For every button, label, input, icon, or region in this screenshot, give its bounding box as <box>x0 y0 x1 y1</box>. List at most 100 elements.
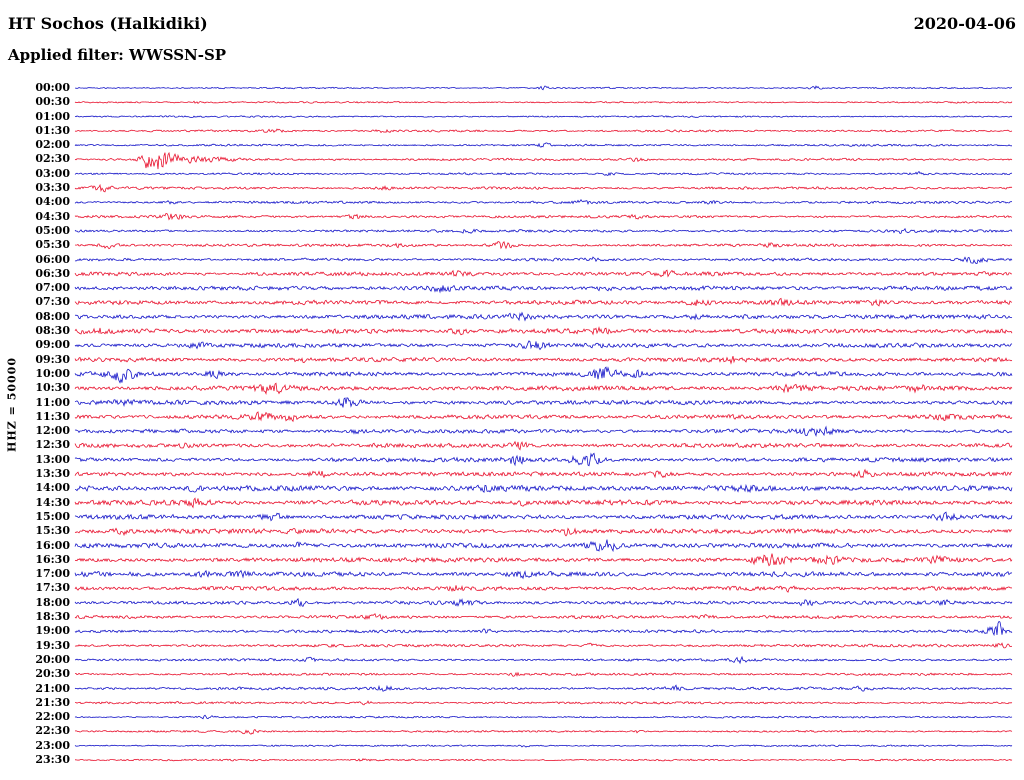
trace-17:30 <box>74 585 1013 593</box>
trace-04:30 <box>74 212 1013 221</box>
trace-01:30 <box>74 128 1013 134</box>
trace-03:00 <box>74 170 1013 177</box>
trace-10:00 <box>74 366 1013 384</box>
time-label-05:00: 05:00 <box>35 223 70 237</box>
trace-00:30 <box>74 100 1013 105</box>
time-label-23:30: 23:30 <box>35 753 70 766</box>
time-label-22:30: 22:30 <box>35 724 70 738</box>
time-label-09:30: 09:30 <box>35 352 70 366</box>
trace-13:00 <box>74 452 1013 467</box>
time-label-01:00: 01:00 <box>35 109 70 123</box>
time-label-17:30: 17:30 <box>35 581 70 595</box>
trace-07:00 <box>74 284 1013 294</box>
time-label-03:30: 03:30 <box>35 181 70 195</box>
trace-06:30 <box>74 269 1012 278</box>
time-label-15:30: 15:30 <box>35 524 70 538</box>
trace-12:00 <box>74 425 1013 438</box>
time-label-10:30: 10:30 <box>35 381 70 395</box>
time-label-00:30: 00:30 <box>35 95 70 109</box>
trace-17:00 <box>74 569 1013 580</box>
trace-15:30 <box>74 527 1013 537</box>
trace-15:00 <box>74 511 1013 522</box>
time-label-20:30: 20:30 <box>35 667 70 681</box>
time-label-10:00: 10:00 <box>35 366 70 380</box>
time-label-23:00: 23:00 <box>35 738 70 752</box>
time-label-02:00: 02:00 <box>35 138 70 152</box>
trace-14:00 <box>75 483 1013 494</box>
trace-12:30 <box>74 440 1013 451</box>
trace-14:30 <box>74 497 1013 509</box>
time-label-22:00: 22:00 <box>35 710 70 724</box>
trace-22:30 <box>74 728 1013 735</box>
station-title: HT Sochos (Halkidiki) <box>8 14 208 33</box>
filter-label: Applied filter: WWSSN-SP <box>8 46 227 64</box>
trace-08:30 <box>74 326 1013 336</box>
time-label-00:00: 00:00 <box>35 81 70 94</box>
trace-10:30 <box>74 382 1013 396</box>
time-label-11:00: 11:00 <box>35 395 70 409</box>
trace-19:00 <box>74 620 1013 637</box>
trace-02:00 <box>74 142 1012 148</box>
trace-20:30 <box>75 671 1013 677</box>
time-label-14:00: 14:00 <box>35 481 70 495</box>
time-label-17:00: 17:00 <box>35 567 70 581</box>
time-label-13:30: 13:30 <box>35 467 70 481</box>
time-label-16:30: 16:30 <box>35 552 70 566</box>
time-label-20:00: 20:00 <box>35 652 70 666</box>
trace-16:30 <box>74 553 1013 567</box>
time-label-02:30: 02:30 <box>35 152 70 166</box>
time-label-04:30: 04:30 <box>35 209 70 223</box>
trace-09:30 <box>74 355 1013 365</box>
time-label-04:00: 04:00 <box>35 195 70 209</box>
trace-00:00 <box>75 85 1012 91</box>
trace-18:30 <box>74 613 1013 621</box>
trace-05:30 <box>74 240 1013 250</box>
trace-23:30 <box>75 758 1013 762</box>
trace-11:30 <box>74 411 1013 423</box>
time-label-09:00: 09:00 <box>35 338 70 352</box>
trace-16:00 <box>74 539 1013 553</box>
time-label-14:30: 14:30 <box>35 495 70 509</box>
trace-21:30 <box>75 700 1013 706</box>
date-label: 2020-04-06 <box>913 14 1016 33</box>
trace-20:00 <box>74 655 1013 665</box>
time-label-07:30: 07:30 <box>35 295 70 309</box>
trace-06:00 <box>74 256 1013 265</box>
trace-18:00 <box>74 597 1013 607</box>
trace-09:00 <box>74 340 1013 351</box>
time-label-11:30: 11:30 <box>35 409 70 423</box>
trace-23:00 <box>74 744 1013 748</box>
time-label-13:00: 13:00 <box>35 452 70 466</box>
time-label-06:30: 06:30 <box>35 266 70 280</box>
time-label-01:30: 01:30 <box>35 123 70 137</box>
time-label-18:00: 18:00 <box>35 595 70 609</box>
trace-07:30 <box>74 297 1013 307</box>
time-label-05:30: 05:30 <box>35 238 70 252</box>
time-label-06:00: 06:00 <box>35 252 70 266</box>
time-label-12:00: 12:00 <box>35 424 70 438</box>
time-label-12:30: 12:30 <box>35 438 70 452</box>
trace-04:00 <box>74 198 1013 206</box>
time-label-07:00: 07:00 <box>35 281 70 295</box>
trace-02:30 <box>74 151 1013 170</box>
trace-22:00 <box>74 714 1013 720</box>
time-label-19:00: 19:00 <box>35 624 70 638</box>
trace-01:00 <box>74 115 1013 118</box>
trace-19:30 <box>74 642 1013 649</box>
time-label-19:30: 19:30 <box>35 638 70 652</box>
time-label-08:30: 08:30 <box>35 324 70 338</box>
trace-11:00 <box>74 397 1013 408</box>
time-label-21:30: 21:30 <box>35 695 70 709</box>
time-label-08:00: 08:00 <box>35 309 70 323</box>
trace-13:30 <box>74 468 1013 479</box>
time-label-03:00: 03:00 <box>35 166 70 180</box>
time-label-21:00: 21:00 <box>35 681 70 695</box>
time-label-15:00: 15:00 <box>35 509 70 523</box>
trace-08:00 <box>74 311 1013 322</box>
time-labels: 00:00 00:30 01:00 01:30 02:00 02:30 03:00 03:30… <box>0 0 70 780</box>
time-label-16:00: 16:00 <box>35 538 70 552</box>
trace-03:30 <box>74 183 1013 193</box>
trace-21:00 <box>74 684 1013 692</box>
